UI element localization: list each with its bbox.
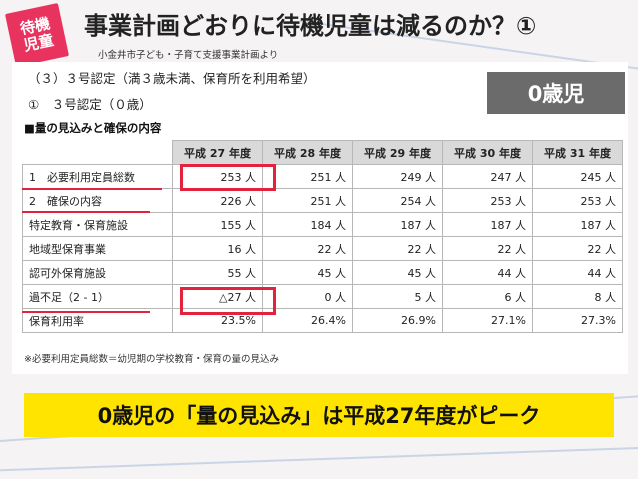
conclusion-banner: 0歳児の「量の見込み」は平成27年度がピーク — [24, 393, 614, 437]
table-cell: 249 人 — [352, 164, 443, 189]
subsection-heading: ① ３号認定（０歳） — [28, 97, 152, 112]
column-header: 平成 28 年度 — [262, 140, 353, 165]
highlight-box-shortfall — [180, 287, 276, 315]
row-label: 過不足（2 - 1） — [22, 284, 173, 309]
highlight-box-required-capacity — [180, 164, 276, 191]
table-cell: 0 人 — [262, 284, 353, 309]
table-cell: 155 人 — [172, 212, 263, 237]
row-label: 1 必要利用定員総数 — [22, 164, 173, 189]
row-label: 認可外保育施設 — [22, 260, 173, 285]
table-cell: 187 人 — [442, 212, 533, 237]
table-cell: 5 人 — [352, 284, 443, 309]
table-cell: 26.4% — [262, 308, 353, 333]
age-label-box: 0歳児 — [487, 72, 625, 114]
table-cell: 184 人 — [262, 212, 353, 237]
table-row: 認可外保育施設 55 人 45 人 45 人 44 人 44 人 — [22, 260, 623, 285]
row-label: 特定教育・保育施設 — [22, 212, 173, 237]
table-header-row: 平成 27 年度 平成 28 年度 平成 29 年度 平成 30 年度 平成 3… — [22, 140, 623, 165]
table-cell: 44 人 — [442, 260, 533, 285]
table-row: 1 必要利用定員総数 253 人 251 人 249 人 247 人 245 人 — [22, 164, 623, 189]
table-cell: 253 人 — [442, 188, 533, 213]
table-cell: 254 人 — [352, 188, 443, 213]
column-header: 平成 29 年度 — [352, 140, 443, 165]
underline-required-capacity — [22, 188, 162, 190]
table-cell: 6 人 — [442, 284, 533, 309]
table-row: 2 確保の内容 226 人 251 人 254 人 253 人 253 人 — [22, 188, 623, 213]
table-cell: 55 人 — [172, 260, 263, 285]
table-cell: 251 人 — [262, 188, 353, 213]
table-cell: 45 人 — [352, 260, 443, 285]
table-cell: 245 人 — [532, 164, 623, 189]
waiting-children-badge: 待機 児童 — [4, 2, 70, 68]
row-label: 2 確保の内容 — [22, 188, 173, 213]
table-cell: 22 人 — [352, 236, 443, 261]
footnote: ※必要利用定員総数＝幼児期の学校教育・保育の量の見込み — [24, 354, 279, 365]
table-row: 特定教育・保育施設 155 人 184 人 187 人 187 人 187 人 — [22, 212, 623, 237]
table-corner — [22, 140, 173, 165]
page-title: 事業計画どおりに待機児童は減るのか？① — [84, 12, 537, 40]
table-title: ■量の見込みと確保の内容 — [24, 121, 162, 135]
table-cell: 22 人 — [442, 236, 533, 261]
section-heading: （３）３号認定（満３歳未満、保育所を利用希望） — [28, 71, 316, 86]
underline-shortfall — [22, 311, 150, 313]
table-cell: 45 人 — [262, 260, 353, 285]
table-cell: 187 人 — [532, 212, 623, 237]
underline-secured-capacity — [22, 211, 150, 213]
column-header: 平成 27 年度 — [172, 140, 263, 165]
table-cell: 226 人 — [172, 188, 263, 213]
table-cell: 251 人 — [262, 164, 353, 189]
table-row: 過不足（2 - 1） △27 人 0 人 5 人 6 人 8 人 — [22, 284, 623, 309]
column-header: 平成 31 年度 — [532, 140, 623, 165]
capacity-table: 平成 27 年度 平成 28 年度 平成 29 年度 平成 30 年度 平成 3… — [22, 140, 623, 333]
column-header: 平成 30 年度 — [442, 140, 533, 165]
row-label: 地域型保育事業 — [22, 236, 173, 261]
table-cell: 16 人 — [172, 236, 263, 261]
table-cell: 187 人 — [352, 212, 443, 237]
badge-line-2: 児童 — [22, 30, 56, 55]
table-cell: 22 人 — [262, 236, 353, 261]
source-caption: 小金井市子ども・子育て支援事業計画より — [98, 50, 279, 61]
table-cell: 253 人 — [532, 188, 623, 213]
table-cell: 22 人 — [532, 236, 623, 261]
table-cell: 26.9% — [352, 308, 443, 333]
table-cell: 27.3% — [532, 308, 623, 333]
table-row: 地域型保育事業 16 人 22 人 22 人 22 人 22 人 — [22, 236, 623, 261]
table-cell: 247 人 — [442, 164, 533, 189]
table-cell: 8 人 — [532, 284, 623, 309]
table-cell: 44 人 — [532, 260, 623, 285]
table-cell: 27.1% — [442, 308, 533, 333]
background-line — [0, 445, 638, 472]
